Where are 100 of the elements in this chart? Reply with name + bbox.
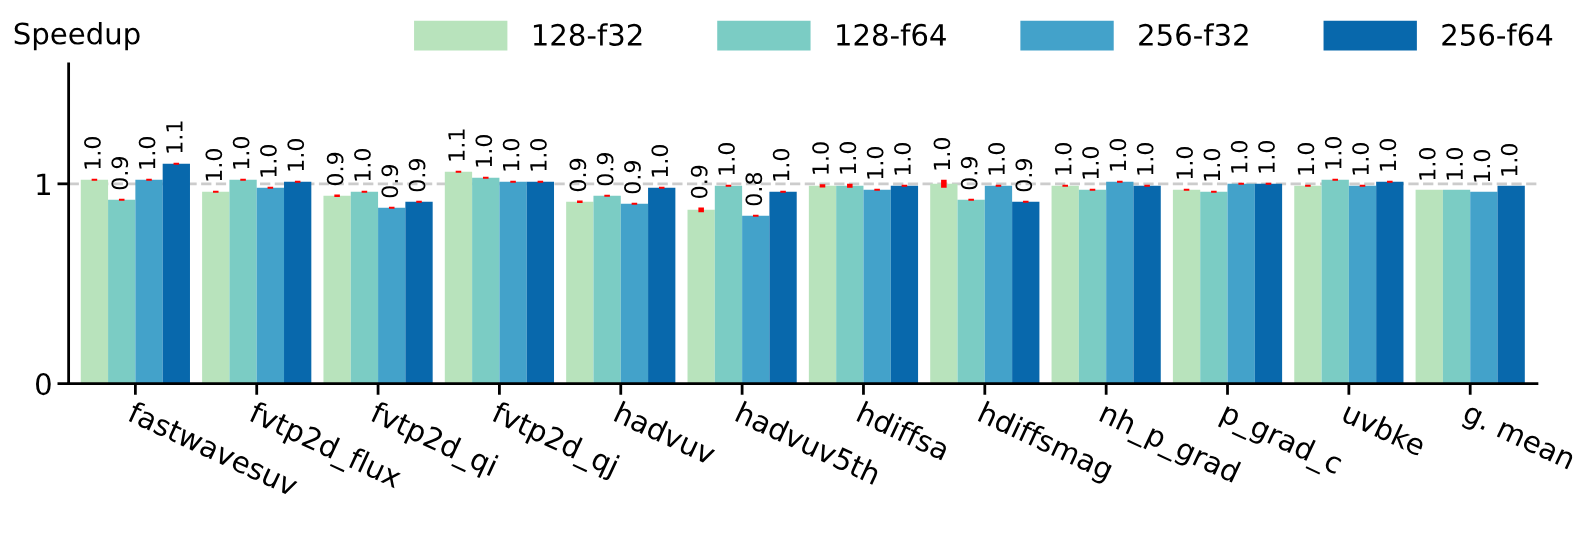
- data-label: 1.0: [232, 136, 250, 169]
- data-label: 1.0: [354, 148, 371, 181]
- bar: [202, 191, 230, 384]
- bar: [957, 199, 985, 384]
- bar: [742, 215, 770, 384]
- bar: [1321, 179, 1349, 384]
- bar: [1200, 191, 1228, 384]
- legend-label: 128-f32: [533, 23, 642, 46]
- data-label: 1.0: [260, 144, 277, 177]
- bar: [284, 181, 312, 384]
- bar: [378, 207, 406, 384]
- bar: [229, 179, 257, 384]
- data-label: 1.0: [1418, 147, 1436, 180]
- data-label: 1.0: [812, 142, 829, 174]
- data-label: 0.8: [745, 172, 763, 206]
- bar: [687, 209, 715, 384]
- bar: [1497, 185, 1525, 384]
- data-label: 0.9: [1015, 159, 1033, 192]
- bar: [769, 191, 797, 384]
- data-label: 1.0: [988, 142, 1005, 175]
- data-label: 1.1: [448, 129, 465, 161]
- bar: [648, 187, 676, 384]
- data-label: 0.9: [690, 165, 708, 198]
- bar: [1078, 189, 1107, 384]
- data-label: 1.0: [1352, 142, 1369, 175]
- data-label: 0.9: [569, 158, 587, 192]
- data-label: 0.9: [111, 157, 129, 190]
- bar: [1227, 183, 1255, 384]
- data-label: 1.0: [1054, 142, 1072, 175]
- data-label: 1.1: [166, 121, 183, 153]
- data-label: 0.9: [381, 165, 399, 198]
- legend-label: 128-f64: [837, 23, 946, 46]
- bar: [444, 171, 473, 384]
- bar: [323, 195, 351, 384]
- data-label: 1.0: [1324, 136, 1342, 169]
- bar: [1254, 183, 1283, 384]
- data-label: 1.0: [1297, 142, 1315, 175]
- bar: [863, 189, 891, 384]
- data-label: 1.0: [1500, 143, 1518, 176]
- bar: [1348, 185, 1377, 384]
- bar: [836, 185, 864, 384]
- bar: [162, 163, 190, 384]
- bar: [1442, 189, 1471, 384]
- bar: [620, 203, 649, 384]
- bar: [1470, 191, 1498, 384]
- bar: [1415, 189, 1443, 384]
- bar: [566, 201, 594, 384]
- bar: [80, 179, 109, 384]
- data-label: 1.0: [1082, 146, 1099, 179]
- bar: [256, 187, 285, 384]
- bar: [526, 181, 555, 384]
- data-label: 1.0: [287, 138, 305, 171]
- bar: [499, 181, 527, 384]
- data-label: 1.0: [1446, 147, 1463, 180]
- data-label: 1.0: [205, 148, 223, 181]
- bar: [808, 185, 837, 384]
- data-label: 0.9: [326, 152, 344, 186]
- data-label: 1.0: [1203, 148, 1221, 181]
- bar: [1172, 189, 1201, 384]
- bar: [1012, 201, 1040, 384]
- x-tick-label: g. mean: [1459, 405, 1575, 475]
- data-label: 1.0: [839, 141, 857, 174]
- legend-label: 256-f32: [1139, 23, 1248, 46]
- data-label: 0.9: [596, 153, 614, 186]
- data-label: 1.0: [1473, 149, 1491, 182]
- data-label: 1.0: [933, 137, 951, 170]
- y-tick-label: 0: [36, 373, 51, 396]
- bar: [1133, 185, 1161, 384]
- data-label: 1.0: [84, 136, 101, 169]
- bar: [1294, 185, 1322, 384]
- bar: [714, 185, 743, 384]
- data-label: 0.9: [960, 157, 978, 190]
- data-label: 1.0: [530, 138, 547, 171]
- data-label: 1.0: [1379, 138, 1397, 171]
- data-label: 1.0: [1109, 138, 1127, 171]
- data-label: 1.0: [1230, 140, 1248, 173]
- data-label: 1.0: [718, 142, 735, 175]
- data-label: 1.0: [1258, 140, 1275, 173]
- bar: [984, 185, 1013, 384]
- data-label: 1.0: [1176, 146, 1193, 179]
- data-label: 1.0: [772, 148, 790, 181]
- data-label: 1.0: [651, 144, 669, 177]
- bar: [593, 195, 621, 384]
- data-label: 1.0: [138, 136, 156, 169]
- data-label: 1.0: [502, 138, 520, 171]
- bar: [930, 183, 958, 384]
- x-tick-label: uvbke: [1341, 400, 1428, 457]
- bar: [1106, 181, 1134, 384]
- y-axis-title: Speedup: [14, 22, 140, 51]
- bar: [1376, 181, 1404, 384]
- data-label: 0.9: [408, 159, 426, 192]
- y-tick-label: 1: [37, 173, 50, 195]
- bar: [135, 179, 163, 384]
- bar: [890, 185, 919, 384]
- data-label: 1.0: [894, 142, 911, 175]
- legend-label: 256-f64: [1442, 23, 1553, 46]
- bar: [108, 199, 136, 384]
- data-label: 1.0: [475, 134, 493, 167]
- bar: [350, 191, 379, 384]
- data-label: 1.0: [866, 146, 884, 179]
